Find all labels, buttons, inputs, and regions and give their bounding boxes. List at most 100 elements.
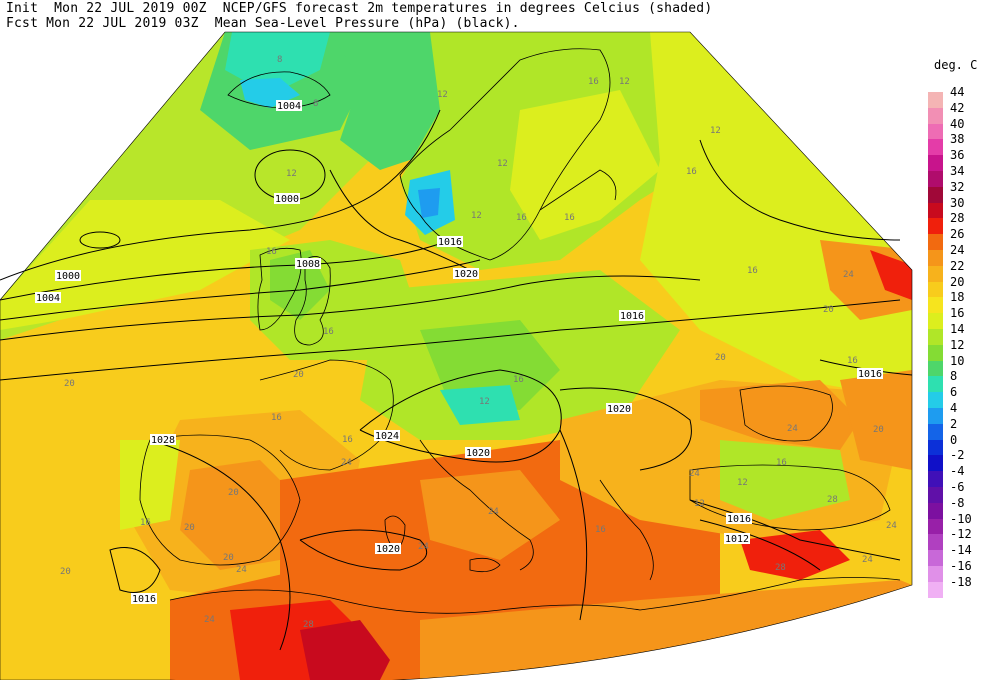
- legend-swatch: [928, 376, 943, 393]
- temp-label: 16: [271, 413, 282, 423]
- legend-label: 44: [950, 85, 965, 99]
- temp-label: 16: [342, 435, 353, 445]
- temp-label: 24: [488, 507, 499, 517]
- legend-label: 40: [950, 116, 965, 131]
- legend-label: 2: [950, 416, 958, 431]
- temp-label: 20: [64, 379, 75, 389]
- legend-label: -16: [950, 558, 972, 573]
- temp-label: 16: [747, 266, 758, 276]
- temp-label: 24: [418, 542, 429, 552]
- legend-label: -18: [950, 574, 972, 589]
- temp-label: 16: [140, 518, 151, 528]
- legend-label: 20: [950, 274, 965, 289]
- temp-label: 24: [862, 555, 873, 565]
- temp-label: 16: [266, 247, 277, 257]
- temp-label: 16: [513, 375, 524, 385]
- isobar-label: 1000: [56, 271, 80, 282]
- legend-label: -2: [950, 448, 965, 463]
- temp-label: 24: [843, 270, 854, 280]
- legend-swatch: [928, 170, 943, 187]
- isobar-label: 1000: [275, 194, 299, 205]
- temp-label: 24: [787, 424, 798, 434]
- legend-label: 12: [950, 337, 965, 352]
- legend-label: 36: [950, 148, 965, 163]
- legend-label: 16: [950, 306, 965, 321]
- legend-swatch: [928, 313, 943, 329]
- legend-swatch: [928, 455, 943, 472]
- temp-label: 24: [341, 458, 352, 468]
- legend-swatch: [928, 471, 943, 487]
- temp-label: 12: [694, 499, 705, 509]
- legend-swatch: [928, 581, 943, 598]
- header-init-line: Init Mon 22 JUL 2019 00Z NCEP/GFS foreca…: [6, 1, 713, 16]
- temp-label: 28: [303, 620, 314, 630]
- temp-label: 20: [184, 523, 195, 533]
- legend-label: 4: [950, 400, 958, 415]
- legend-swatch: [928, 92, 943, 108]
- legend-label: 24: [950, 242, 965, 257]
- temp-label: 20: [223, 553, 234, 563]
- legend-swatch: [928, 139, 943, 156]
- temp-label: 16: [595, 525, 606, 535]
- temp-label: 24: [886, 521, 897, 531]
- temp-label: 16: [564, 213, 575, 223]
- temp-label: 20: [873, 425, 884, 435]
- legend-label: 8: [950, 369, 958, 384]
- legend-swatch: [928, 297, 943, 314]
- legend-label: 32: [950, 179, 965, 194]
- isobar-label: 1016: [620, 311, 644, 322]
- legend-label: 10: [950, 353, 965, 368]
- isobar-label: 1004: [277, 101, 301, 112]
- isobar-label: 1020: [607, 404, 631, 415]
- legend-swatch: [928, 518, 943, 535]
- legend-swatch: [928, 155, 943, 171]
- isobars: [0, 109, 913, 651]
- legend-swatch: [928, 565, 943, 582]
- legend-label: 26: [950, 227, 965, 242]
- legend-swatch: [928, 123, 943, 140]
- temp-label: 20: [293, 370, 304, 380]
- temperature-labels: 8 8 12 12 12 12 16 16 16 12 12 16 16 16 …: [60, 55, 897, 630]
- isobar-labels: 1004 1000 1000 1004 1008 1016 1020 1016 …: [35, 100, 883, 605]
- legend-label: 38: [950, 132, 965, 147]
- legend-swatch: [928, 407, 943, 424]
- isobar-label: 1016: [727, 514, 751, 525]
- legend-swatch: [928, 486, 943, 503]
- legend-label: -10: [950, 511, 972, 526]
- temp-label: 20: [823, 305, 834, 315]
- temp-label: 12: [710, 126, 721, 136]
- legend-swatch: [928, 186, 943, 203]
- legend-swatch: [928, 249, 943, 266]
- isobar-label: 1016: [438, 237, 462, 248]
- legend-label: -6: [950, 479, 965, 494]
- isobar-label: 1016: [858, 369, 882, 380]
- temp-label: 8: [313, 99, 318, 109]
- temp-label: 16: [516, 213, 527, 223]
- legend-label: 30: [950, 195, 965, 210]
- legend-swatch: [928, 107, 943, 124]
- temp-label: 12: [479, 397, 490, 407]
- legend-swatch: [928, 344, 943, 361]
- legend-label: 6: [950, 385, 958, 400]
- temp-label: 16: [847, 356, 858, 366]
- temp-label: 12: [619, 77, 630, 87]
- legend-label: 28: [950, 211, 965, 226]
- legend-label: 14: [950, 321, 965, 336]
- legend-label: -4: [950, 464, 965, 479]
- legend-title: deg. C: [934, 58, 978, 72]
- isobar-label: 1024: [375, 431, 399, 442]
- header-fcst-line: Fcst Mon 22 JUL 2019 03Z Mean Sea-Level …: [6, 16, 520, 31]
- legend-label: 42: [950, 100, 965, 115]
- temp-label: 12: [471, 211, 482, 221]
- legend-swatch: [928, 439, 943, 456]
- legend-swatch: [928, 265, 943, 282]
- temp-label: 16: [323, 327, 334, 337]
- isobar-label: 1020: [376, 544, 400, 555]
- isobar-label: 1004: [36, 293, 60, 304]
- temp-label: 24: [236, 565, 247, 575]
- legend-swatch: [928, 281, 943, 298]
- temp-label: 20: [715, 353, 726, 363]
- temp-label: 12: [497, 159, 508, 169]
- legend-swatch: [928, 360, 943, 377]
- legend-label: -12: [950, 527, 972, 542]
